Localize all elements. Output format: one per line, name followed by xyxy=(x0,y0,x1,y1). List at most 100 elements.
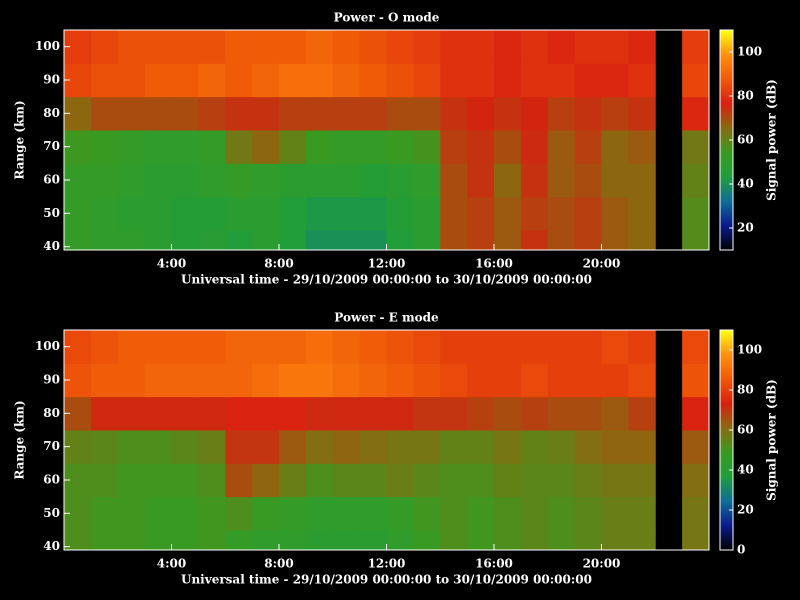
heatmap-cell xyxy=(467,463,495,498)
x-tick-label: 12:00 xyxy=(368,257,406,271)
heatmap-cell xyxy=(171,530,199,550)
heatmap-cell xyxy=(467,430,495,464)
y-tick-label: 40 xyxy=(43,539,60,553)
heatmap-cell xyxy=(440,530,468,550)
heatmap-cell xyxy=(225,496,253,531)
colorbar-tick-label: 80 xyxy=(737,89,754,103)
heatmap-cell xyxy=(413,396,441,431)
heatmap-cell xyxy=(332,63,361,98)
heatmap-cell xyxy=(198,496,226,531)
heatmap-cell xyxy=(386,230,414,250)
heatmap-cell xyxy=(198,63,226,98)
y-tick-label: 50 xyxy=(43,506,60,520)
heatmap-cell xyxy=(494,430,522,464)
heatmap-cell xyxy=(332,130,361,164)
y-tick-label: 100 xyxy=(35,339,60,353)
y-tick-label: 100 xyxy=(35,39,60,53)
colorbar-tick-label: 40 xyxy=(737,463,754,477)
heatmap-cell xyxy=(467,230,495,250)
heatmap-cell xyxy=(386,163,414,198)
heatmap-cell xyxy=(117,163,146,198)
heatmap-cell xyxy=(252,496,280,531)
heatmap-cell xyxy=(467,130,495,164)
heatmap-cell xyxy=(144,230,172,250)
heatmap-cell xyxy=(279,363,307,398)
heatmap-cell xyxy=(467,163,495,198)
heatmap-cell xyxy=(413,96,441,131)
panel-title: Power - E mode xyxy=(334,311,439,325)
x-tick-label: 4:00 xyxy=(157,257,186,271)
heatmap-cell xyxy=(171,230,199,250)
heatmap-cell xyxy=(252,30,280,64)
heatmap-cell xyxy=(547,496,576,531)
heatmap-cell xyxy=(628,430,656,464)
y-tick-label: 90 xyxy=(43,373,60,387)
heatmap-cell xyxy=(628,396,656,431)
heatmap-cell xyxy=(601,230,629,250)
heatmap-cell xyxy=(144,196,172,231)
heatmap-cell xyxy=(574,530,602,550)
heatmap-cell xyxy=(601,96,629,131)
heatmap-cell xyxy=(628,130,656,164)
heatmap-cell xyxy=(520,130,549,164)
heatmap-cell xyxy=(144,396,172,431)
heatmap-cell xyxy=(520,230,549,250)
heatmap-cell xyxy=(332,230,361,250)
heatmap-cell xyxy=(547,130,576,164)
y-tick-label: 80 xyxy=(43,106,60,120)
heatmap-cell xyxy=(144,63,172,98)
heatmap-cell xyxy=(144,463,172,498)
heatmap-cell xyxy=(520,330,549,364)
heatmap-cell xyxy=(547,163,576,198)
heatmap-cell xyxy=(547,63,576,98)
heatmap-cell xyxy=(279,463,307,498)
heatmap-cell xyxy=(628,496,656,531)
heatmap-cell xyxy=(440,130,468,164)
heatmap-cell xyxy=(144,496,172,531)
heatmap-cell xyxy=(305,63,334,98)
heatmap-cell xyxy=(144,30,172,64)
heatmap-cell xyxy=(601,63,629,98)
heatmap-cell xyxy=(440,63,468,98)
heatmap-cell xyxy=(520,163,549,198)
heatmap-cell xyxy=(198,30,226,64)
heatmap-cell xyxy=(144,363,172,398)
heatmap-cell xyxy=(628,63,656,98)
colorbar-tick-label: 0 xyxy=(737,543,745,557)
heatmap-cell xyxy=(359,463,387,498)
heatmap-cell xyxy=(359,430,387,464)
heatmap-cell xyxy=(90,363,119,398)
heatmap-cell xyxy=(225,163,253,198)
colorbar-label: Signal power (dB) xyxy=(765,79,779,201)
heatmap-cell xyxy=(440,496,468,531)
heatmap-cell xyxy=(413,30,441,64)
heatmap-cell xyxy=(386,330,414,364)
heatmap-cell xyxy=(90,430,119,464)
heatmap-cell xyxy=(601,430,629,464)
heatmap-cell xyxy=(359,230,387,250)
heatmap-cell xyxy=(547,230,576,250)
heatmap-cell xyxy=(601,196,629,231)
heatmap-cell xyxy=(494,496,522,531)
heatmap-cell xyxy=(520,430,549,464)
heatmap-cell xyxy=(90,63,119,98)
heatmap-cell xyxy=(413,196,441,231)
heatmap-cell xyxy=(279,230,307,250)
y-axis-label: Range (km) xyxy=(13,400,27,479)
heatmap-cell xyxy=(332,396,361,431)
heatmap-cell xyxy=(359,530,387,550)
heatmap-cell xyxy=(628,96,656,131)
heatmap-cell xyxy=(682,430,709,464)
heatmap-cell xyxy=(171,430,199,464)
heatmap-cell xyxy=(279,396,307,431)
heatmap-cell xyxy=(520,496,549,531)
heatmap-cell xyxy=(305,163,334,198)
heatmap-cell xyxy=(440,363,468,398)
heatmap-cell xyxy=(117,363,146,398)
heatmap-cell xyxy=(117,396,146,431)
heatmap-cell xyxy=(332,330,361,364)
heatmap-cell xyxy=(279,496,307,531)
heatmap-cell xyxy=(386,396,414,431)
x-axis-label: Universal time - 29/10/2009 00:00:00 to … xyxy=(181,573,592,587)
